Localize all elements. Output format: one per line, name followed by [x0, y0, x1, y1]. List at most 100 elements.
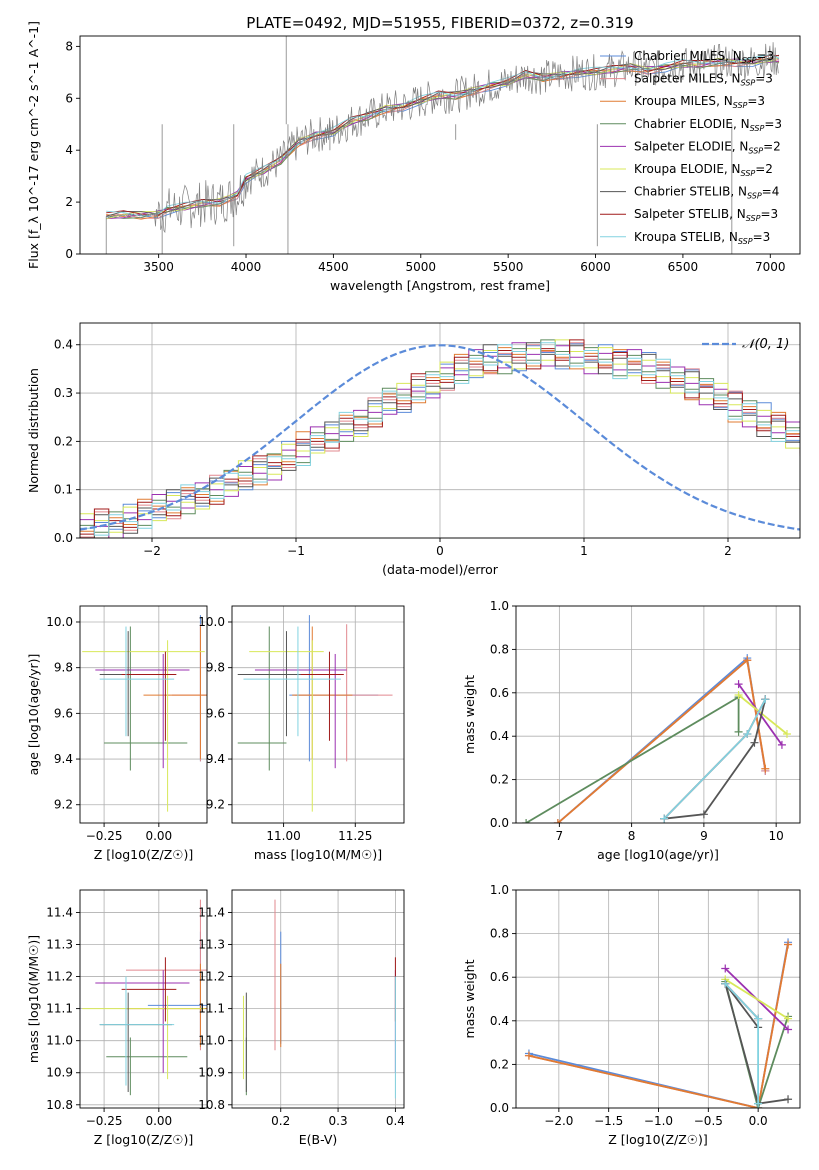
x-tick-label: −0.5 [694, 1114, 723, 1128]
y-tick-label: 10.0 [46, 615, 73, 629]
weight-line [528, 944, 789, 1108]
legend-label: Salpeter ELODIE, NSSP=2 [634, 139, 781, 155]
plot-area [522, 654, 791, 823]
y-axis-label: mass weight [462, 675, 477, 754]
axes-frame [231, 605, 405, 824]
y-tick-label: 9.2 [54, 798, 73, 812]
weight-marker [754, 1014, 763, 1023]
y-axis-label: mass [log10(M/M☉)] [26, 935, 41, 1063]
histogram-step [80, 342, 800, 536]
x-axis-label: Z [log10(Z/Z☉)] [94, 847, 194, 862]
legend-label: 𝒩(0, 1) [742, 337, 789, 352]
weight-line [557, 656, 767, 823]
x-tick-label: −1 [287, 544, 305, 558]
legend-label: Salpeter MILES, NSSP=3 [634, 72, 773, 88]
legend-nssp-subscript: SSP [733, 101, 748, 110]
legend-nssp-prefix: , N [721, 230, 738, 244]
y-tick-label: 8 [65, 39, 73, 53]
x-tick-label: 2 [724, 544, 732, 558]
chart-age-vs-mass: 11.00 11.25 9.2 9.4 9.6 9.8 10.0 mass [log10(M/… [198, 605, 405, 862]
legend-nssp-prefix: , N [724, 72, 741, 86]
y-tick-label: 11.1 [46, 1002, 73, 1016]
legend-nssp-value: =4 [762, 185, 780, 199]
weight-marker [782, 730, 791, 739]
weight-marker [784, 1025, 793, 1034]
legend-label: Chabrier STELIB, NSSP=4 [634, 185, 779, 201]
y-tick-label: 10.8 [198, 1098, 225, 1112]
x-axis-label: age [log10(age/yr)] [597, 847, 719, 862]
y-tick-label: 9.8 [54, 661, 73, 675]
x-tick-label: 5000 [406, 260, 437, 274]
y-tick-label: 0.4 [490, 1014, 509, 1028]
legend-nssp-subscript: SSP [742, 56, 757, 65]
legend-label: Kroupa STELIB, NSSP=3 [634, 230, 770, 246]
y-tick-label: 10.0 [198, 615, 225, 629]
x-tick-label: −1.0 [644, 1114, 673, 1128]
x-tick-label: 9 [700, 829, 708, 843]
weight-line [724, 978, 789, 1020]
y-tick-label: 9.6 [206, 706, 225, 720]
weight-marker [734, 727, 743, 736]
histogram-step [80, 342, 800, 538]
plot-area [237, 615, 393, 812]
x-tick-label: −2 [143, 544, 161, 558]
x-tick-label: 0.0 [749, 1114, 768, 1128]
weight-line [525, 695, 740, 823]
y-axis-label: mass weight [462, 959, 477, 1038]
legend-nssp-value: =3 [764, 117, 782, 131]
y-tick-label: 9.8 [206, 661, 225, 675]
y-tick-label: 11.2 [198, 970, 225, 984]
x-tick-label: 5500 [493, 260, 524, 274]
weight-line [738, 694, 788, 735]
weight-line [557, 658, 767, 823]
x-tick-label: 8 [628, 829, 636, 843]
data-spectrum [106, 42, 779, 234]
histogram-step [80, 342, 800, 538]
y-tick-label: 4 [65, 143, 73, 157]
legend-series-name: Chabrier ELODIE [634, 117, 733, 131]
legend-nssp-subscript: SSP [738, 237, 753, 246]
weight-marker [660, 814, 669, 823]
x-tick-label: 7000 [755, 260, 786, 274]
y-axis-label: age [log10(age/yr)] [26, 654, 41, 776]
x-tick-label: 0.3 [329, 1114, 348, 1128]
legend-nssp-subscript: SSP [741, 79, 756, 88]
axes-frame [231, 889, 405, 1109]
weight-marker [761, 764, 770, 773]
weight-marker [553, 819, 562, 823]
x-tick-label: 3500 [143, 260, 174, 274]
legend-series-name: Chabrier STELIB [634, 185, 730, 199]
legend-series-name: Salpeter ELODIE [634, 139, 732, 153]
y-tick-label: 0.2 [54, 434, 73, 448]
legend-label: Chabrier ELODIE, NSSP=3 [634, 117, 782, 133]
legend-nssp-subscript: SSP [747, 192, 762, 201]
weight-marker [784, 1095, 793, 1104]
plot-area [82, 615, 207, 812]
legend-nssp-prefix: , N [716, 94, 733, 108]
legend-nssp-prefix: , N [732, 139, 749, 153]
x-tick-label: 4000 [231, 260, 262, 274]
y-tick-label: 0.0 [490, 816, 509, 830]
x-tick-label: 11.25 [338, 829, 372, 843]
legend-nssp-value: =3 [755, 72, 773, 86]
y-tick-label: 0.6 [490, 970, 509, 984]
weight-marker [734, 690, 743, 699]
weight-marker [784, 1014, 793, 1023]
y-tick-label: 0.1 [54, 483, 73, 497]
y-tick-label: 0.4 [490, 729, 509, 743]
y-tick-label: 0.2 [490, 1057, 509, 1071]
x-tick-label: 6500 [668, 260, 699, 274]
weight-marker [524, 1051, 533, 1060]
axes-frame [515, 889, 801, 1109]
y-tick-label: 10.9 [198, 1066, 225, 1080]
legend-nssp-value: =2 [755, 162, 773, 176]
x-tick-label: 4500 [318, 260, 349, 274]
legend-series-name: Salpeter MILES [634, 72, 724, 86]
x-tick-label: 0 [436, 544, 444, 558]
y-tick-label: 11.2 [46, 970, 73, 984]
y-tick-label: 0.4 [54, 338, 73, 352]
weight-marker [699, 810, 708, 819]
y-tick-label: 10.9 [46, 1066, 73, 1080]
